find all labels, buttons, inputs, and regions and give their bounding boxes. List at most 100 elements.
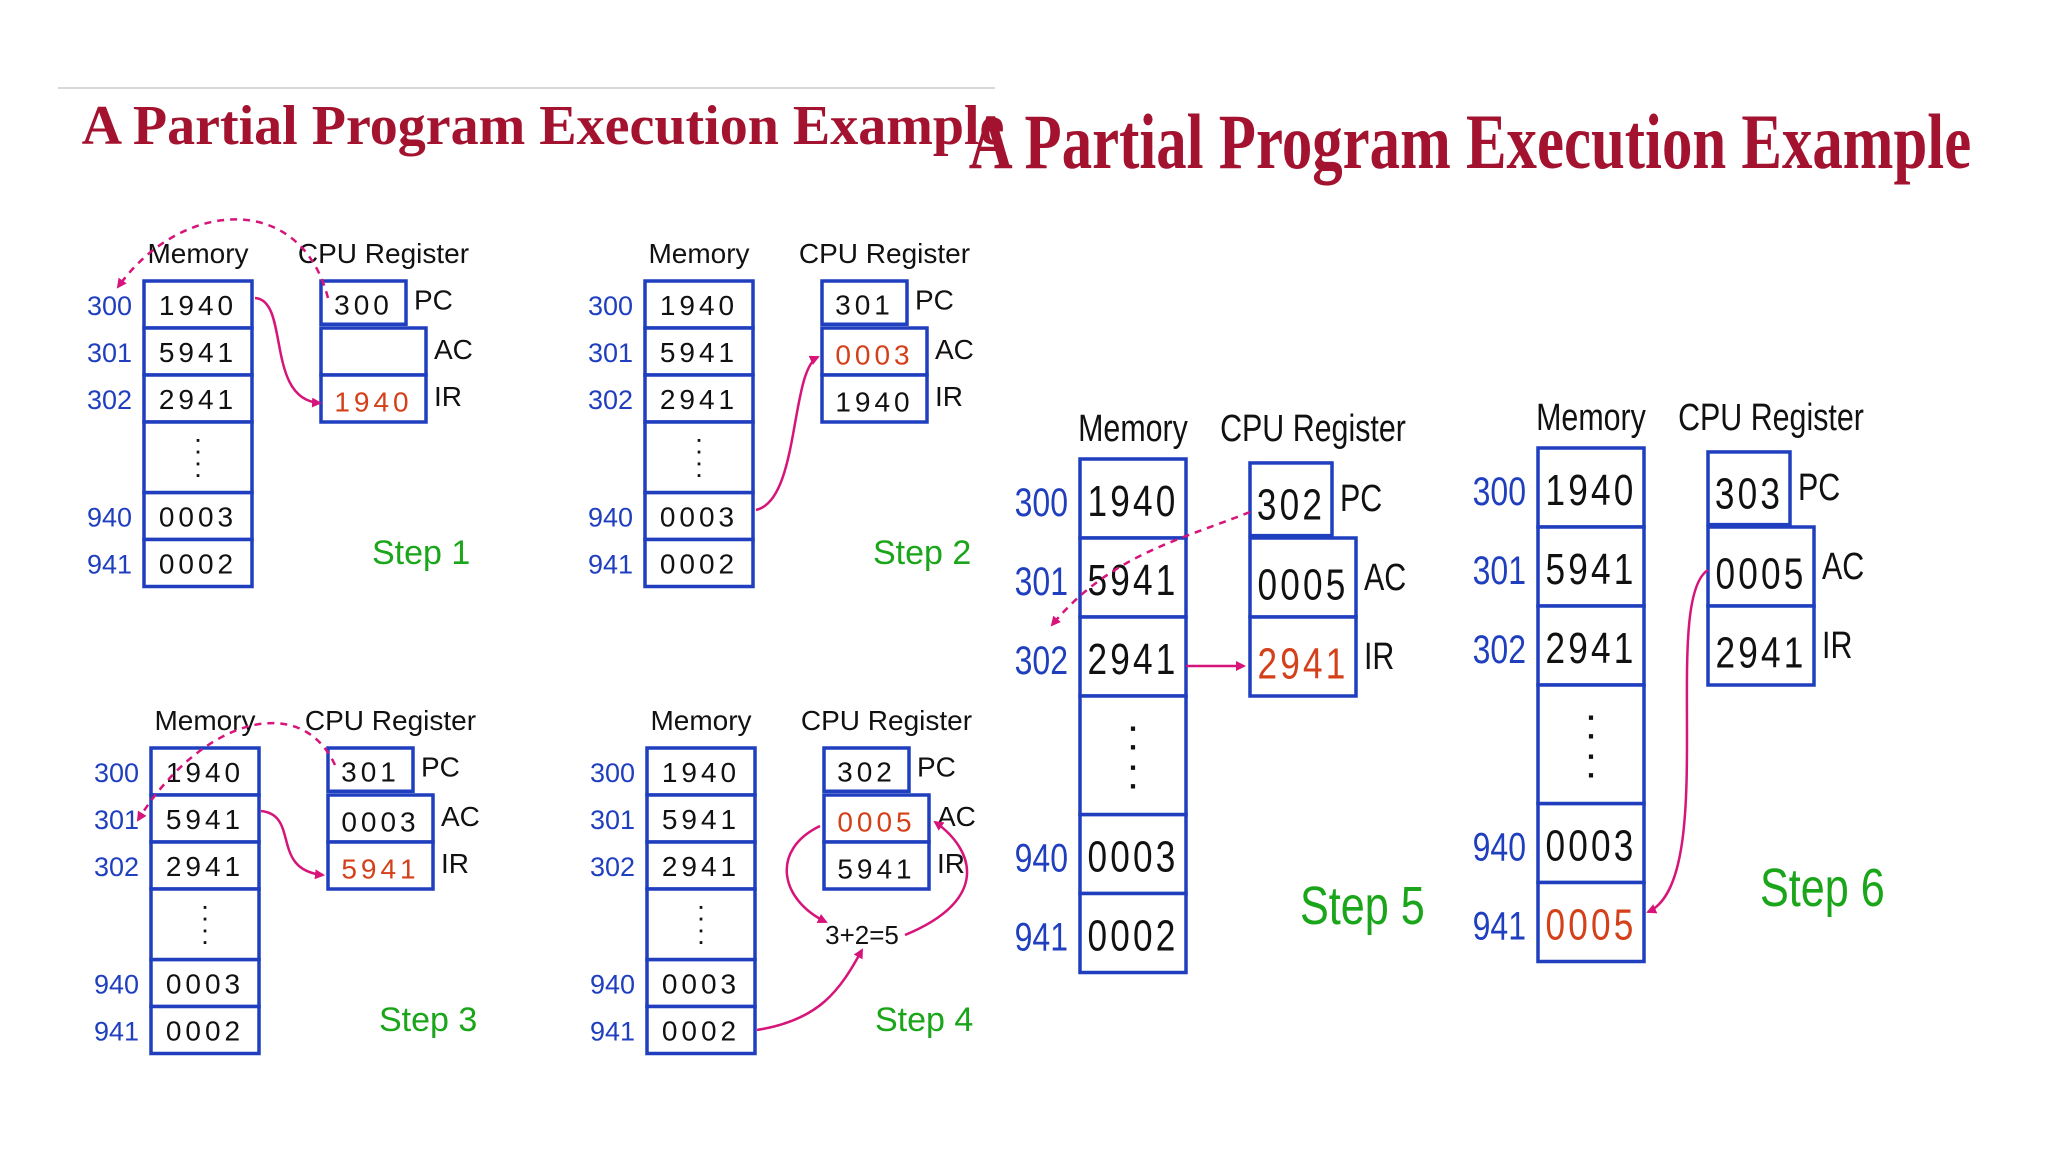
memory-label: Memory	[1078, 408, 1188, 450]
pc-to-memory-arrow	[116, 218, 330, 299]
ir-value: 1940	[334, 387, 412, 418]
memory-address: 301	[1015, 558, 1068, 603]
memory-cell	[142, 373, 254, 424]
ellipsis: :	[697, 896, 705, 927]
memory-label: Memory	[650, 705, 751, 736]
pc-value: 302	[1257, 481, 1325, 530]
pc-name: PC	[1798, 467, 1840, 509]
memory-address: 301	[1473, 547, 1526, 592]
ellipsis: :	[1585, 699, 1597, 748]
memory-cell	[1078, 891, 1188, 975]
memory-value: 0003	[166, 968, 244, 999]
ellipsis: :	[1127, 710, 1139, 759]
memory-value: 1940	[662, 757, 740, 788]
memory-value: 0003	[159, 501, 237, 532]
step-label: Step 2	[873, 534, 971, 572]
pc-register	[319, 279, 408, 326]
ac-value: 0005	[1715, 550, 1806, 599]
right-title: A Partial Program Execution Example	[969, 100, 1971, 186]
ac-value: 0003	[835, 340, 913, 371]
memory-value: 0003	[1087, 833, 1178, 882]
memory-cell	[149, 746, 261, 797]
memory-value: 5941	[662, 804, 740, 835]
ir-register	[326, 840, 435, 891]
ellipsis: :	[695, 429, 703, 460]
memory-address: 940	[590, 969, 635, 999]
memory-gap-cell	[645, 887, 757, 962]
memory-gap-cell	[1536, 683, 1646, 806]
memory-cell	[142, 537, 254, 589]
ir-register	[1248, 615, 1358, 698]
pc-register	[822, 746, 911, 793]
step-3-panel: Memory CPU Register 1940 300 5941 301 2941 302 0…	[94, 705, 480, 1056]
memory-address: 941	[588, 549, 633, 579]
memory-cell	[149, 793, 261, 844]
ac-name: AC	[1364, 557, 1406, 599]
pc-value: 301	[341, 757, 400, 788]
memory-label: Memory	[154, 705, 255, 736]
ac-to-sum-arrow	[785, 824, 828, 924]
step-4-panel: Memory CPU Register 1940 300 5941 301 2941 302 0…	[590, 705, 976, 1056]
ellipsis: :	[194, 452, 202, 483]
pc-to-memory-arrow	[1050, 510, 1251, 627]
memory-value: 0003	[660, 501, 738, 532]
step-6-panel: Memory CPU Register 1940 300 5941 301 2941 302 0…	[1473, 397, 1885, 964]
cpu-register-label: CPU Register	[1220, 408, 1406, 450]
step-label: Step 1	[372, 534, 470, 572]
ellipsis: :	[201, 896, 209, 927]
memory-address: 302	[94, 852, 139, 882]
step-label: Step 3	[379, 1001, 477, 1039]
memory-value: 2941	[660, 384, 738, 415]
step-2-panel: Memory CPU Register 1940 300 5941 301 2941 302 0…	[588, 238, 974, 589]
memory-address: 300	[87, 291, 132, 321]
cpu-register-label: CPU Register	[298, 238, 469, 269]
ac-name: AC	[1822, 546, 1864, 588]
pc-to-memory-arrow	[136, 721, 337, 822]
pc-register	[1706, 450, 1792, 527]
pc-name: PC	[414, 285, 453, 316]
memory-address: 302	[590, 852, 635, 882]
ir-value: 5941	[837, 854, 915, 885]
memory-label: Memory	[1536, 397, 1646, 439]
memory-address: 941	[87, 549, 132, 579]
left-title: A Partial Program Execution Example	[82, 95, 1005, 157]
ir-name: IR	[434, 381, 462, 412]
ellipsis: :	[194, 429, 202, 460]
sum-to-ac-arrow	[904, 820, 969, 937]
memory-to-sum-arrow	[756, 948, 864, 1032]
memory-cell	[645, 746, 757, 797]
ac-name: AC	[935, 334, 974, 365]
memory-address: 301	[87, 338, 132, 368]
pc-value: 302	[837, 757, 896, 788]
memory-value: 5941	[1087, 556, 1178, 605]
cpu-register-label: CPU Register	[305, 705, 476, 736]
memory-value: 0002	[660, 548, 738, 579]
memory-value: 5941	[660, 337, 738, 368]
memory-address: 302	[1015, 637, 1068, 682]
memory-value: 0003	[1545, 822, 1636, 871]
cpu-register-label: CPU Register	[799, 238, 970, 269]
pc-register	[1248, 461, 1334, 538]
ir-value: 1940	[835, 387, 913, 418]
memory-address: 302	[87, 385, 132, 415]
ac-name: AC	[441, 801, 480, 832]
memory-value: 0003	[662, 968, 740, 999]
ellipsis: :	[1127, 749, 1139, 798]
memory-address: 300	[1473, 468, 1526, 513]
ellipsis: :	[697, 919, 705, 950]
memory-address: 940	[87, 502, 132, 532]
memory-value: 1940	[660, 290, 738, 321]
step-label: Step 5	[1300, 877, 1425, 937]
memory-cell	[142, 279, 254, 330]
cpu-register-label: CPU Register	[801, 705, 972, 736]
ac-name: AC	[434, 334, 473, 365]
memory-address: 941	[94, 1016, 139, 1046]
ir-name: IR	[937, 848, 965, 879]
step-1-panel: Memory CPU Register 1940 300 5941 301 2941 302 0…	[87, 238, 473, 589]
step-label: Step 4	[875, 1001, 973, 1039]
memory-gap-cell	[142, 420, 254, 495]
step-5-panel: Memory CPU Register 1940 300 5941 301 2941 302 0…	[1015, 408, 1425, 975]
ac-register	[1248, 536, 1358, 619]
memory-value: 5941	[159, 337, 237, 368]
memory-label: Memory	[147, 238, 248, 269]
